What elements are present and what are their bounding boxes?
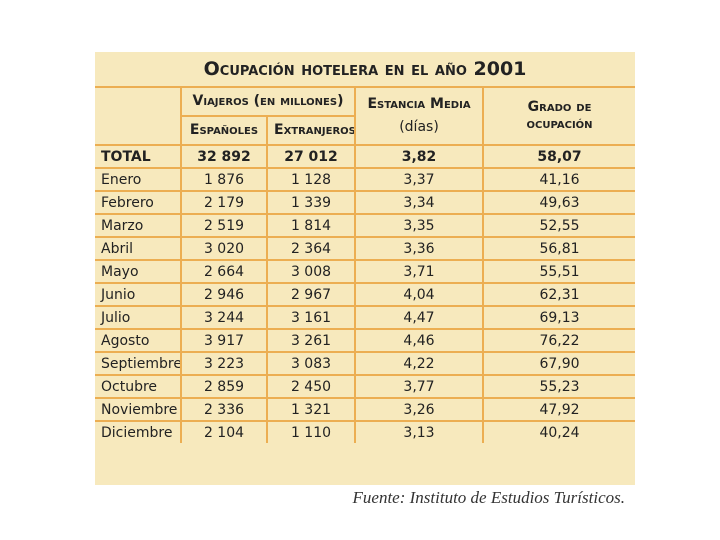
month-row: Marzo 2 519 1 814 3,35 52,55: [95, 213, 636, 238]
header-row: Españoles Extranjeros: [95, 115, 635, 146]
month-row: Febrero 2 179 1 339 3,34 49,63: [95, 190, 636, 215]
source-note: Fuente: Instituto de Estudios Turísticos…: [352, 488, 625, 507]
cell: 3 261: [266, 328, 356, 353]
row-label: Julio: [95, 305, 182, 330]
cell: 67,90: [481, 351, 636, 376]
header-row: Viajeros (en millones) Estancia Media (dí…: [95, 86, 636, 146]
cell: 69,13: [481, 305, 636, 330]
row-label: Octubre: [95, 374, 182, 399]
cell: 4,46: [354, 328, 484, 353]
cell: 1 110: [266, 420, 356, 443]
row-label: Abril: [95, 236, 182, 261]
cell: 27 012: [266, 144, 356, 169]
cell: 2 967: [266, 282, 356, 307]
cell: 3 008: [266, 259, 356, 284]
header-grado: Grado de ocupación: [481, 86, 636, 146]
month-row: Agosto 3 917 3 261 4,46 76,22: [95, 328, 636, 353]
header-corner: [95, 86, 182, 146]
table-panel: Ocupación hotelera en el año 2001 Viajer…: [95, 52, 636, 485]
header-estancia-unit: (días): [399, 119, 439, 135]
header-espanoles: Españoles: [180, 115, 268, 146]
cell: 4,22: [354, 351, 484, 376]
header-estancia-cell: Estancia Media (días): [354, 86, 484, 146]
row-label: Febrero: [95, 190, 182, 215]
cell: 1 321: [266, 397, 356, 422]
month-row: Diciembre 2 104 1 110 3,13 40,24: [95, 420, 636, 443]
cell: 40,24: [481, 420, 636, 443]
cell: 3,26: [354, 397, 484, 422]
row-label: Mayo: [95, 259, 182, 284]
header-extranjeros: Extranjeros: [266, 115, 356, 146]
total-row: TOTAL 32 892 27 012 3,82 58,07: [95, 144, 636, 169]
cell: 62,31: [481, 282, 636, 307]
cell: 3 020: [180, 236, 268, 261]
cell: 55,51: [481, 259, 636, 284]
cell: 4,47: [354, 305, 484, 330]
row-label: Diciembre: [95, 420, 182, 443]
cell: 3 223: [180, 351, 268, 376]
table: Ocupación hotelera en el año 2001 Viajer…: [95, 52, 636, 443]
cell: 3,71: [354, 259, 484, 284]
table-title: Ocupación hotelera en el año 2001: [95, 52, 636, 88]
cell: 1 128: [266, 167, 356, 192]
cell: 2 450: [266, 374, 356, 399]
month-row: Julio 3 244 3 161 4,47 69,13: [95, 305, 636, 330]
cell: 49,63: [481, 190, 636, 215]
header-viajeros: Viajeros (en millones): [180, 86, 356, 117]
cell: 2 519: [180, 213, 268, 238]
month-row: Junio 2 946 2 967 4,04 62,31: [95, 282, 636, 307]
title-row: Ocupación hotelera en el año 2001: [95, 52, 636, 88]
month-row: Enero 1 876 1 128 3,37 41,16: [95, 167, 636, 192]
month-row: Octubre 2 859 2 450 3,77 55,23: [95, 374, 636, 399]
row-label: Noviembre: [95, 397, 182, 422]
cell: 4,04: [354, 282, 484, 307]
cell: 2 179: [180, 190, 268, 215]
month-row: Noviembre 2 336 1 321 3,26 47,92: [95, 397, 636, 422]
cell: 3 917: [180, 328, 268, 353]
cell: 2 336: [180, 397, 268, 422]
cell: 1 814: [266, 213, 356, 238]
month-row: Abril 3 020 2 364 3,36 56,81: [95, 236, 636, 261]
cell: 47,92: [481, 397, 636, 422]
row-label: Junio: [95, 282, 182, 307]
row-label: Agosto: [95, 328, 182, 353]
cell: 3,37: [354, 167, 484, 192]
header-estancia: Estancia Media: [367, 96, 471, 112]
table-body: Ocupación hotelera en el año 2001 Viajer…: [95, 52, 636, 443]
cell: 52,55: [481, 213, 636, 238]
cell: 3,13: [354, 420, 484, 443]
cell: 3,82: [354, 144, 484, 169]
cell: 2 946: [180, 282, 268, 307]
cell: 2 364: [266, 236, 356, 261]
cell: 3,35: [354, 213, 484, 238]
row-label: TOTAL: [95, 144, 182, 169]
month-row: Septiembre 3 223 3 083 4,22 67,90: [95, 351, 636, 376]
row-label: Marzo: [95, 213, 182, 238]
cell: 2 664: [180, 259, 268, 284]
cell: 56,81: [481, 236, 636, 261]
cell: 55,23: [481, 374, 636, 399]
month-row: Mayo 2 664 3 008 3,71 55,51: [95, 259, 636, 284]
cell: 1 876: [180, 167, 268, 192]
cell: 3,34: [354, 190, 484, 215]
cell: 3 161: [266, 305, 356, 330]
cell: 58,07: [481, 144, 636, 169]
cell: 32 892: [180, 144, 268, 169]
cell: 2 859: [180, 374, 268, 399]
cell: 1 339: [266, 190, 356, 215]
cell: 3,36: [354, 236, 484, 261]
cell: 3 244: [180, 305, 268, 330]
cell: 41,16: [481, 167, 636, 192]
cell: 3,77: [354, 374, 484, 399]
cell: 2 104: [180, 420, 268, 443]
cell: 76,22: [481, 328, 636, 353]
row-label: Septiembre: [95, 351, 182, 376]
cell: 3 083: [266, 351, 356, 376]
row-label: Enero: [95, 167, 182, 192]
